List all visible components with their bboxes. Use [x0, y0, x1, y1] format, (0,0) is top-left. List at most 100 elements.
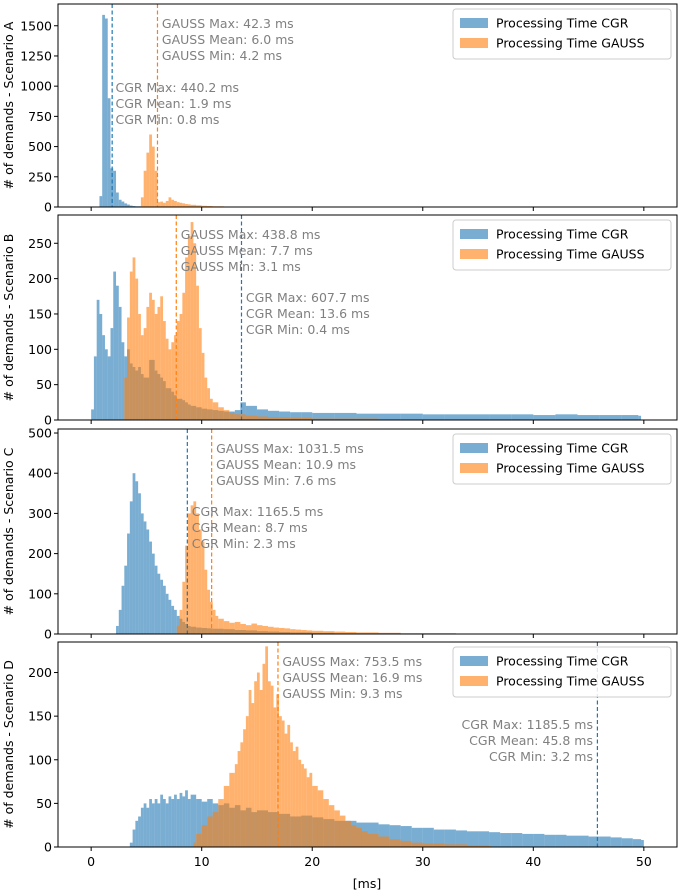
histogram-bar	[207, 590, 210, 634]
histogram-bar	[251, 703, 254, 847]
y-axis-label: # of demands - Scenario B	[1, 234, 16, 402]
x-tick-label: 50	[636, 854, 652, 869]
histogram-bar	[105, 19, 108, 208]
histogram-bar	[307, 630, 313, 634]
y-tick-label: 1250	[20, 48, 52, 63]
histogram-bar	[210, 399, 213, 420]
histogram-bar	[274, 628, 280, 634]
histogram-bar	[238, 751, 241, 847]
histogram-bar	[99, 314, 102, 420]
histogram-bar	[522, 834, 533, 847]
histogram-bar	[169, 349, 172, 420]
histogram-bar	[182, 582, 185, 634]
y-tick-label: 200	[28, 271, 52, 286]
histogram-bar	[122, 202, 125, 207]
histogram-bar	[279, 716, 282, 847]
histogram-bar	[301, 630, 307, 634]
x-tick-label: 10	[194, 854, 210, 869]
histogram-bar	[329, 805, 335, 847]
histogram-bar	[149, 542, 152, 634]
histogram-bar	[188, 513, 191, 634]
cgr-stat-annotation: CGR Mean: 8.7 ms	[192, 520, 308, 535]
y-tick-label: 150	[28, 306, 52, 321]
histogram-bar	[113, 171, 116, 207]
histogram-bar	[318, 790, 324, 847]
histogram-bar	[202, 542, 205, 634]
y-tick-label: 100	[28, 752, 52, 767]
histogram-bar	[578, 836, 589, 847]
cgr-stat-annotation: CGR Min: 2.3 ms	[192, 536, 296, 551]
histogram-bar	[633, 839, 641, 847]
histogram-bar	[113, 272, 116, 420]
histogram-bar	[196, 834, 202, 847]
histogram-bar	[160, 296, 163, 420]
y-tick-label: 1000	[20, 79, 52, 94]
histogram-bar	[298, 760, 301, 847]
legend-label: Processing Time CGR	[496, 227, 629, 242]
histogram-bar	[133, 257, 136, 420]
histogram-bar	[213, 610, 216, 634]
histogram-bar	[146, 307, 149, 420]
histogram-bar	[423, 844, 445, 847]
histogram-bar	[296, 630, 302, 634]
histogram-bar	[163, 799, 166, 847]
histogram-bar	[489, 832, 500, 847]
histogram-bar	[251, 624, 257, 634]
x-tick-label: 40	[525, 854, 541, 869]
cgr-stat-annotation: CGR Min: 3.2 ms	[489, 749, 593, 764]
histogram-bar	[177, 202, 180, 207]
histogram-bar	[578, 415, 600, 420]
y-tick-label: 0	[44, 200, 52, 215]
legend-label: Processing Time GAUSS	[496, 36, 645, 51]
histogram-bar	[135, 481, 138, 634]
histogram-bar	[304, 768, 307, 847]
histogram-bar	[379, 837, 390, 847]
histogram-bar	[163, 586, 166, 634]
histogram-bar	[124, 203, 127, 207]
y-tick-label: 50	[36, 377, 52, 392]
histogram-bar	[180, 314, 183, 420]
histogram-bar	[138, 816, 141, 847]
histogram-bar	[307, 777, 310, 847]
histogram-bar	[611, 837, 622, 847]
legend-swatch	[460, 38, 488, 48]
gauss-stat-annotation: GAUSS Mean: 16.9 ms	[282, 670, 422, 685]
histogram-bar	[155, 314, 158, 420]
histogram-bar	[511, 414, 533, 420]
histogram-bar	[240, 742, 243, 847]
x-tick-label: 0	[87, 854, 95, 869]
histogram-bar	[171, 342, 174, 420]
histogram-bar	[285, 628, 291, 634]
histogram-bar	[119, 200, 122, 207]
histogram-bar	[169, 600, 172, 634]
histogram-bar	[240, 624, 246, 634]
histogram-bar	[268, 627, 274, 634]
cgr-stat-annotation: CGR Max: 1165.5 ms	[192, 504, 324, 519]
histogram-bar	[467, 414, 489, 420]
histogram-bar	[533, 834, 544, 847]
histogram-bar	[622, 838, 633, 847]
histogram-bar	[105, 349, 108, 420]
histogram-bar	[265, 646, 268, 847]
gauss-stat-annotation: GAUSS Mean: 7.7 ms	[181, 243, 313, 258]
histogram-bar	[445, 414, 467, 420]
legend-swatch	[460, 443, 488, 453]
histogram-bar	[478, 831, 489, 847]
histogram-bar	[218, 619, 224, 634]
histogram-bar	[99, 196, 102, 207]
histogram-bar	[130, 501, 133, 634]
histogram-bar	[182, 203, 185, 207]
histogram-bar	[94, 356, 97, 420]
histogram-bar	[246, 416, 257, 420]
histogram-bar	[122, 342, 125, 420]
histogram-bar	[146, 808, 149, 847]
cgr-stat-annotation: CGR Min: 0.8 ms	[115, 112, 219, 127]
histogram-bar	[157, 307, 160, 420]
cgr-stat-annotation: CGR Max: 440.2 ms	[115, 80, 239, 95]
histogram-bar	[91, 409, 94, 420]
histogram-bar	[235, 764, 238, 847]
cgr-stat-annotation: CGR Max: 1185.5 ms	[461, 717, 593, 732]
histogram-bar	[249, 690, 252, 847]
